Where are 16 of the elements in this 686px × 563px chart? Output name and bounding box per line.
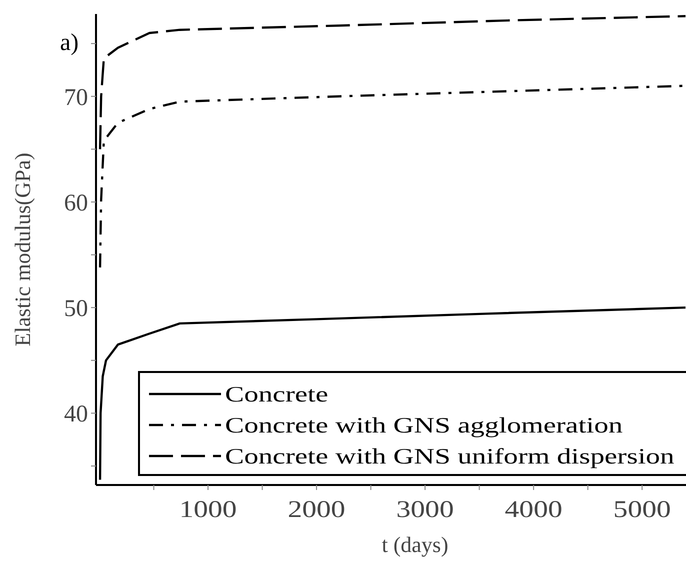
x-tick-label: 4000	[504, 495, 562, 522]
x-axis-title: t (days)	[382, 532, 448, 557]
y-tick-label: 60	[64, 190, 88, 216]
y-tick-label: 70	[64, 84, 88, 111]
text: a)	[60, 30, 79, 56]
y-tick-label: 50	[64, 296, 88, 322]
legend-label: Concrete with GNS uniform dispersion	[225, 444, 675, 469]
x-tick-label: 5000	[613, 495, 671, 522]
x-tick-label: 3000	[396, 495, 454, 522]
legend-label: Concrete	[225, 382, 328, 407]
x-tick-label: 1000	[179, 495, 237, 522]
x-tick-label: 2000	[288, 495, 346, 522]
y-axis-title: Elastic modulus(GPa)	[10, 152, 35, 346]
y-tick-label: 40	[64, 402, 88, 428]
legend-label: Concrete with GNS agglomeration	[225, 412, 623, 438]
line-series	[98, 306, 686, 481]
